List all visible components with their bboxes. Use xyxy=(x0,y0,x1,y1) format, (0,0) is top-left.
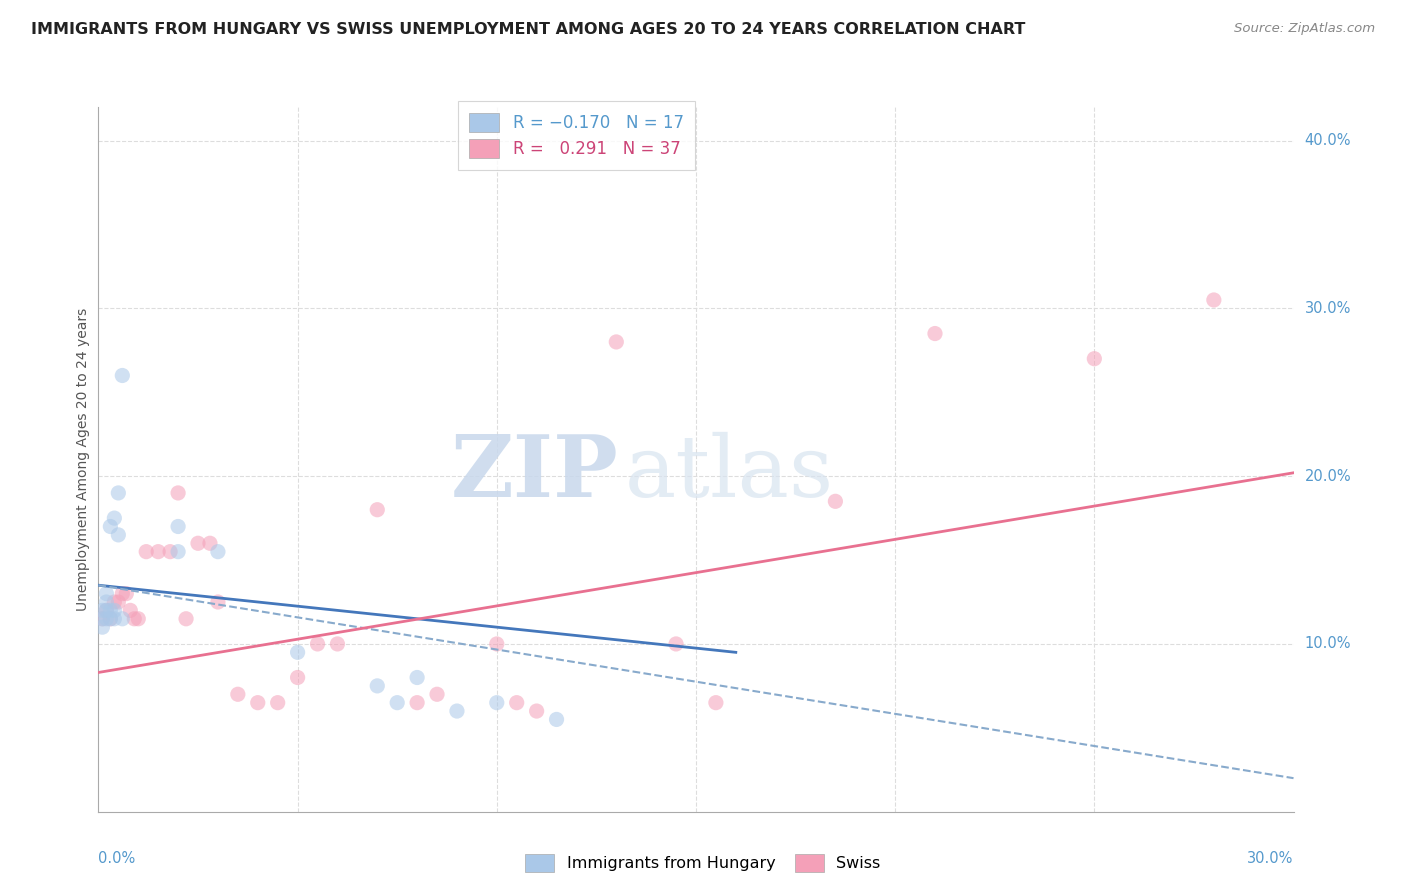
Point xyxy=(107,528,129,542)
Point xyxy=(103,511,125,525)
Point xyxy=(98,603,122,617)
Point xyxy=(115,586,138,600)
Point xyxy=(406,696,429,710)
Point xyxy=(111,368,134,383)
Text: 40.0%: 40.0% xyxy=(1305,133,1351,148)
Point xyxy=(924,326,946,341)
Point xyxy=(107,595,129,609)
Legend: R = −0.170   N = 17, R =   0.291   N = 37: R = −0.170 N = 17, R = 0.291 N = 37 xyxy=(457,102,696,169)
Point xyxy=(98,612,122,626)
Point xyxy=(366,679,388,693)
Point xyxy=(506,696,529,710)
Point xyxy=(103,595,125,609)
Text: 30.0%: 30.0% xyxy=(1305,301,1351,316)
Point xyxy=(174,612,197,626)
Y-axis label: Unemployment Among Ages 20 to 24 years: Unemployment Among Ages 20 to 24 years xyxy=(76,308,90,611)
Point xyxy=(159,544,181,558)
Point xyxy=(135,544,157,558)
Point xyxy=(96,612,118,626)
Point xyxy=(287,671,309,685)
Point xyxy=(485,696,508,710)
Point xyxy=(96,595,118,609)
Point xyxy=(91,620,114,634)
Point xyxy=(546,713,568,727)
Point xyxy=(1083,351,1105,366)
Point xyxy=(526,704,548,718)
Point xyxy=(98,519,122,533)
Point xyxy=(167,544,190,558)
Point xyxy=(103,612,125,626)
Text: IMMIGRANTS FROM HUNGARY VS SWISS UNEMPLOYMENT AMONG AGES 20 TO 24 YEARS CORRELAT: IMMIGRANTS FROM HUNGARY VS SWISS UNEMPLO… xyxy=(31,22,1025,37)
Point xyxy=(307,637,329,651)
Point xyxy=(98,612,122,626)
Point xyxy=(267,696,290,710)
Text: ZIP: ZIP xyxy=(450,432,619,516)
Point xyxy=(167,486,190,500)
Point xyxy=(127,612,149,626)
Point xyxy=(96,586,118,600)
Legend: Immigrants from Hungary, Swiss: Immigrants from Hungary, Swiss xyxy=(517,847,889,880)
Point xyxy=(605,334,627,349)
Point xyxy=(385,696,409,710)
Point xyxy=(704,696,727,710)
Point xyxy=(91,612,114,626)
Point xyxy=(91,603,114,617)
Point xyxy=(1202,293,1225,307)
Point xyxy=(207,544,229,558)
Text: atlas: atlas xyxy=(624,432,834,515)
Point xyxy=(287,645,309,659)
Point xyxy=(111,586,134,600)
Point xyxy=(111,612,134,626)
Point xyxy=(446,704,468,718)
Point xyxy=(96,603,118,617)
Point xyxy=(96,603,118,617)
Point xyxy=(198,536,221,550)
Text: Source: ZipAtlas.com: Source: ZipAtlas.com xyxy=(1234,22,1375,36)
Text: 20.0%: 20.0% xyxy=(1305,468,1351,483)
Point xyxy=(120,603,142,617)
Point xyxy=(824,494,846,508)
Point xyxy=(326,637,349,651)
Point xyxy=(124,612,146,626)
Point xyxy=(103,603,125,617)
Point xyxy=(226,687,249,701)
Point xyxy=(485,637,508,651)
Point xyxy=(406,671,429,685)
Point xyxy=(246,696,269,710)
Point xyxy=(426,687,449,701)
Point xyxy=(207,595,229,609)
Point xyxy=(187,536,209,550)
Point xyxy=(167,519,190,533)
Text: 10.0%: 10.0% xyxy=(1305,636,1351,651)
Point xyxy=(366,502,388,516)
Point xyxy=(107,486,129,500)
Text: 30.0%: 30.0% xyxy=(1247,851,1294,865)
Point xyxy=(91,612,114,626)
Point xyxy=(665,637,688,651)
Point xyxy=(148,544,170,558)
Text: 0.0%: 0.0% xyxy=(98,851,135,865)
